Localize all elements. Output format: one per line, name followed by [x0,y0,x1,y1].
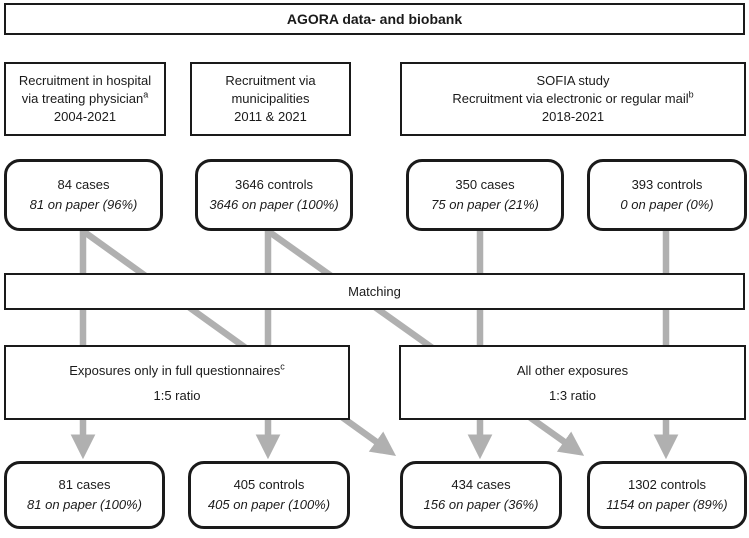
full-questionnaires-arm-box: Exposures only in full questionnairesc 1… [4,345,350,420]
title-box: AGORA data- and biobank [4,3,745,35]
paper-line: 81 on paper (96%) [29,197,138,212]
count-line: 350 cases [455,177,515,192]
diagram-title: AGORA data- and biobank [286,11,463,27]
municipalities-line1: Recruitment via [225,73,316,88]
count-line: 434 cases [451,477,511,492]
count-line: 393 controls [631,177,703,192]
footnote-b-marker: b [688,89,694,100]
paper-line: 75 on paper (21%) [431,197,539,212]
other-arm-line1: All other exposures [516,362,629,378]
hospital-line2: via treating physiciana [21,89,149,106]
other-arm-ratio: 1:3 ratio [549,387,596,403]
all-other-exposures-arm-box: All other exposures 1:3 ratio [399,345,746,420]
hospital-years: 2004-2021 [53,109,117,124]
paper-line: 405 on paper (100%) [207,497,331,512]
fq-arm-line1: Exposures only in full questionnairesc [69,361,285,378]
count-line: 84 cases [57,177,110,192]
paper-line: 81 on paper (100%) [27,497,142,512]
footnote-a-marker: a [143,89,149,100]
hospital-line1: Recruitment in hospital [18,73,152,88]
sofia-study-box: SOFIA study Recruitment via electronic o… [400,62,746,136]
sofia-years: 2018-2021 [541,109,605,124]
recruitment-municipalities-box: Recruitment via municipalities 2011 & 20… [190,62,351,136]
pre-match-agora-cases-box: 84 cases 81 on paper (96%) [4,159,163,231]
paper-line: 3646 on paper (100%) [209,197,339,212]
municipalities-years: 2011 & 2021 [234,109,307,124]
count-line: 81 cases [58,477,111,492]
footnote-c-marker: c [280,361,285,372]
post-match-other-cases-box: 434 cases 156 on paper (36%) [400,461,562,529]
post-match-fq-cases-box: 81 cases 81 on paper (100%) [4,461,165,529]
matching-box: Matching [4,273,745,310]
pre-match-sofia-controls-box: 393 controls 0 on paper (0%) [587,159,747,231]
fq-arm-ratio: 1:5 ratio [153,387,201,403]
paper-line: 1154 on paper (89%) [606,497,728,512]
pre-match-agora-controls-box: 3646 controls 3646 on paper (100%) [195,159,353,231]
post-match-fq-controls-box: 405 controls 405 on paper (100%) [188,461,350,529]
count-line: 405 controls [233,477,305,492]
post-match-other-controls-box: 1302 controls 1154 on paper (89%) [587,461,747,529]
recruitment-hospital-box: Recruitment in hospital via treating phy… [4,62,166,136]
sofia-line1: SOFIA study [536,73,610,88]
count-line: 1302 controls [627,477,707,492]
sofia-line2: Recruitment via electronic or regular ma… [452,89,694,106]
municipalities-line2: municipalities [231,91,310,106]
matching-label: Matching [348,283,401,299]
paper-line: 156 on paper (36%) [423,497,539,512]
count-line: 3646 controls [234,177,314,192]
paper-line: 0 on paper (0%) [620,197,714,212]
pre-match-sofia-cases-box: 350 cases 75 on paper (21%) [406,159,564,231]
